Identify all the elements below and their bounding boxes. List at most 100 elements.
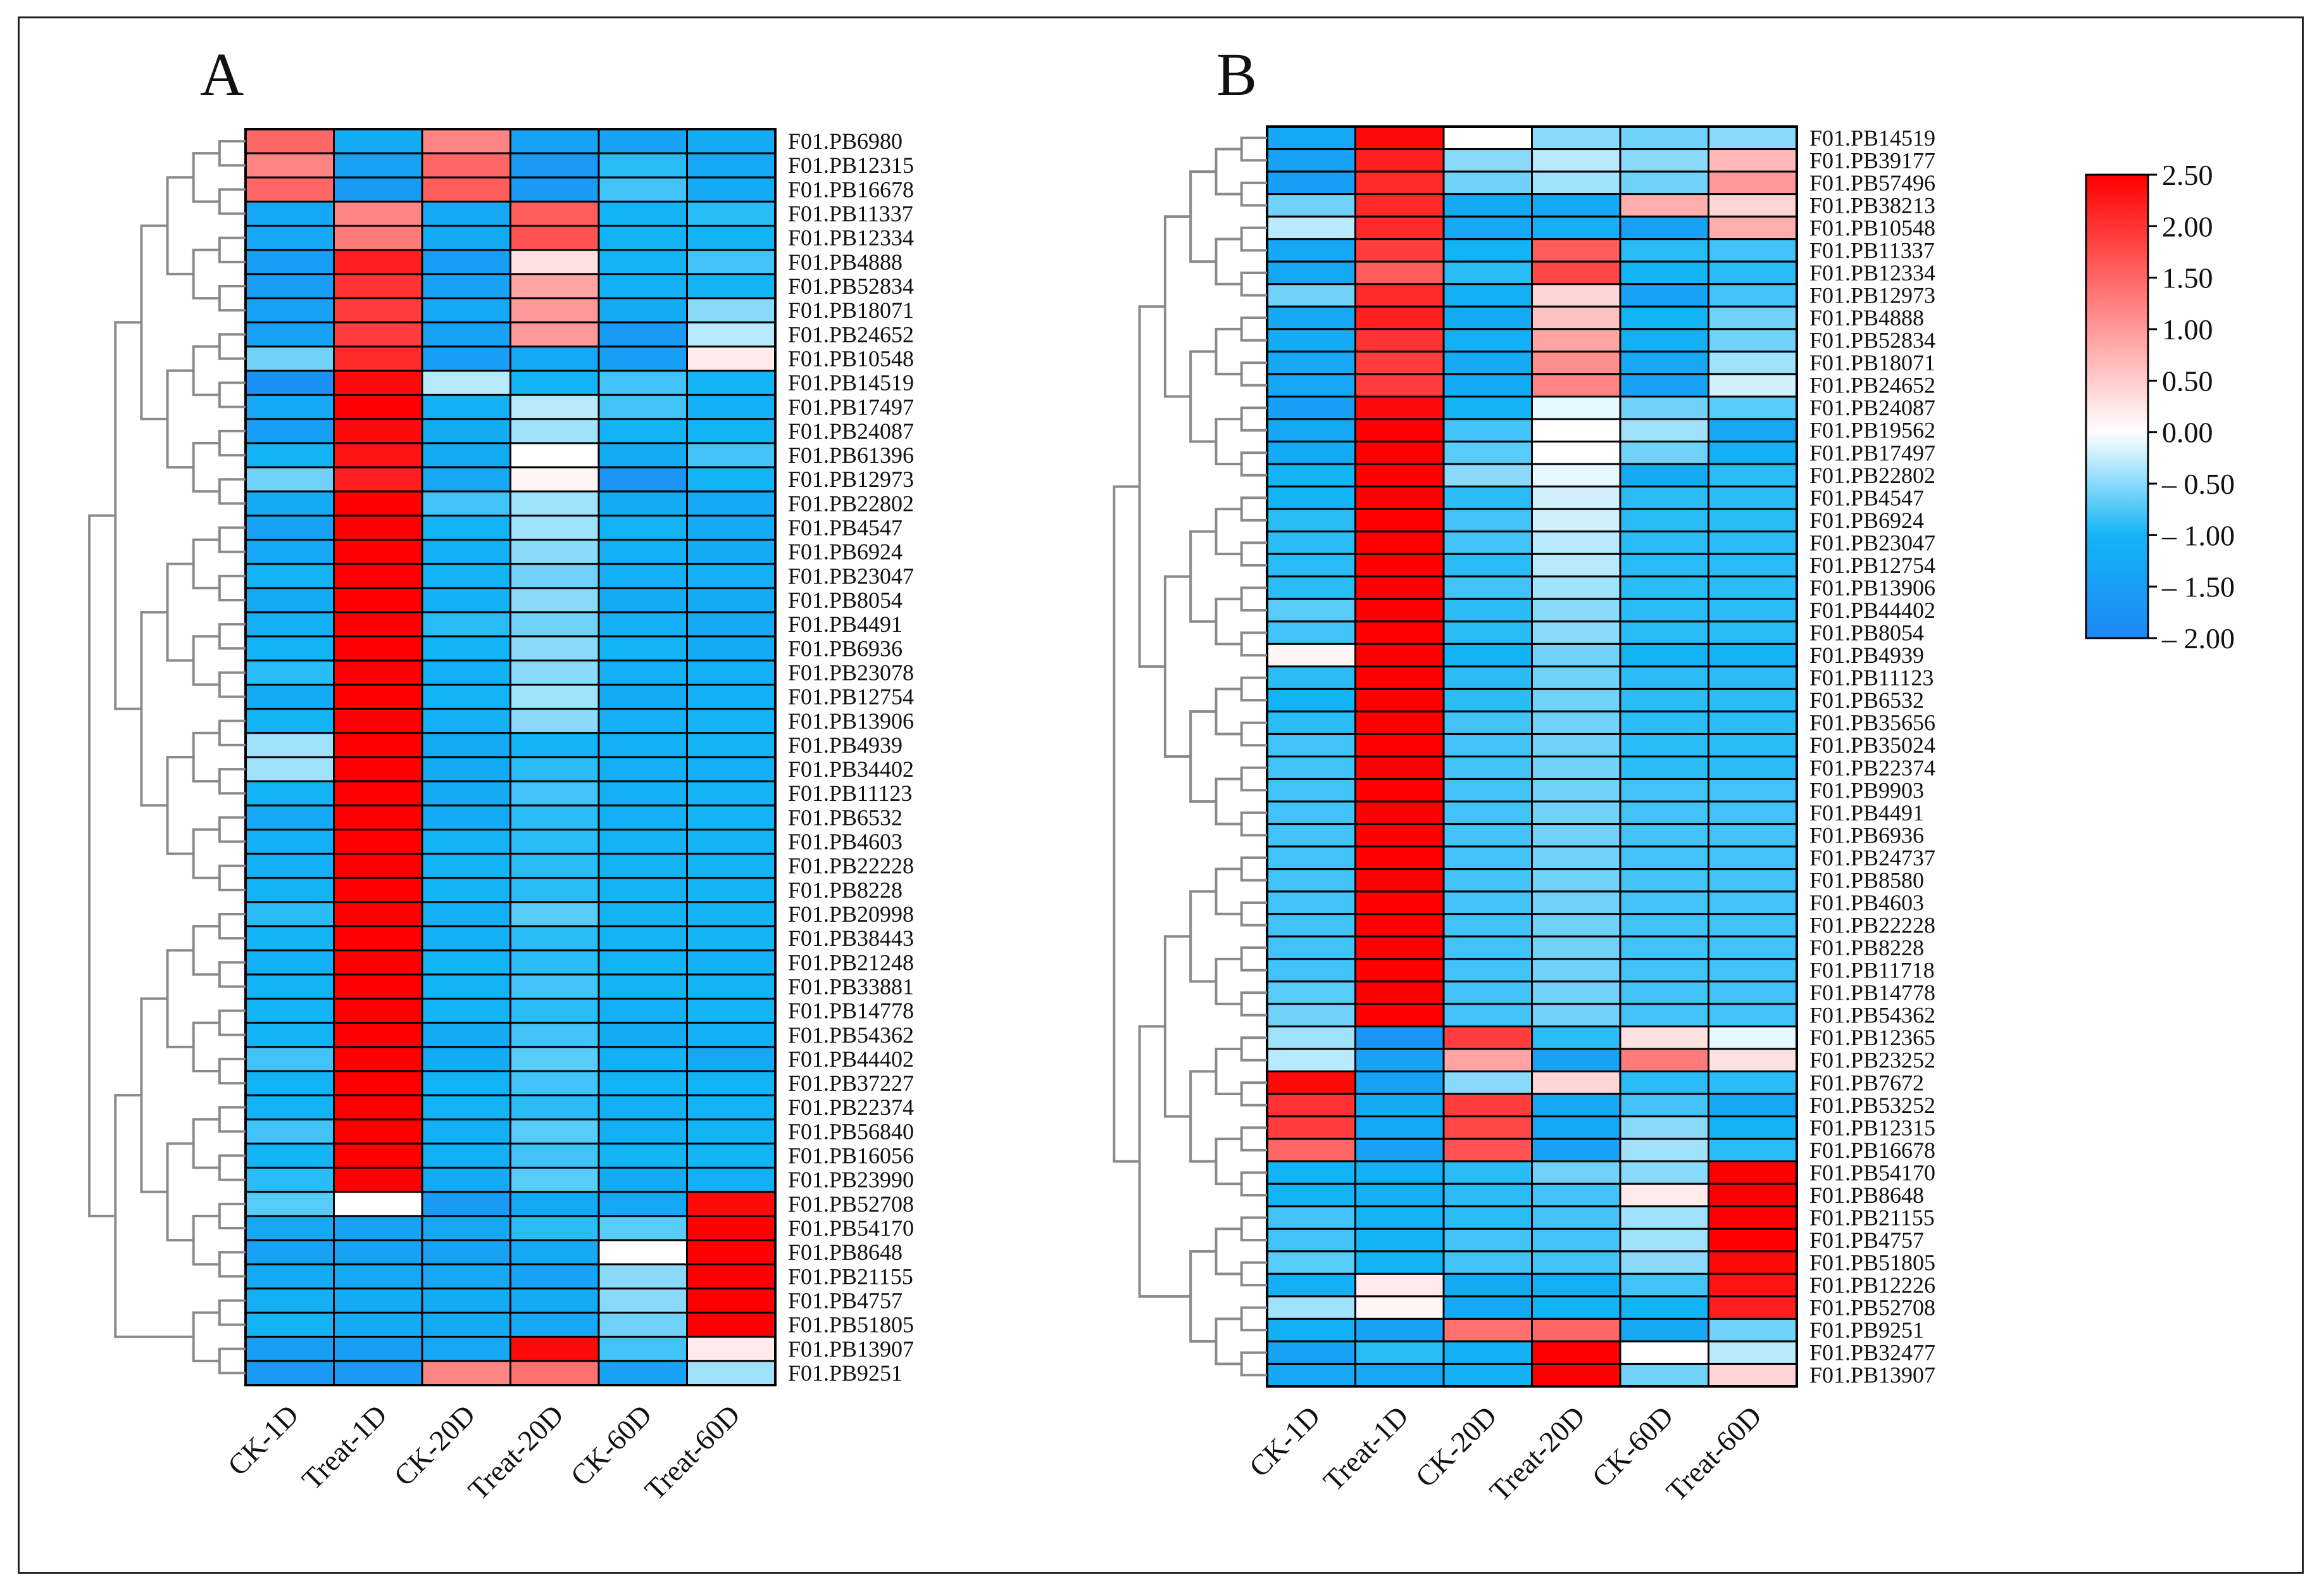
heatmap-cell	[333, 418, 423, 444]
heatmap-cell	[1354, 1070, 1445, 1095]
heatmap-cell	[597, 1070, 688, 1096]
heatmap-cell	[333, 877, 423, 903]
row-label: F01.PB32477	[1809, 1340, 1935, 1365]
dendrogram-branch	[192, 731, 220, 783]
heatmap-cell	[509, 297, 600, 323]
dendrogram-branch	[166, 1142, 194, 1242]
heatmap-cell	[333, 1263, 423, 1290]
heatmap-cell	[597, 1046, 688, 1072]
heatmap-cell	[509, 321, 600, 348]
heatmap-cell	[1708, 687, 1798, 713]
heatmap-cell	[1442, 620, 1533, 645]
heatmap-cell	[244, 756, 335, 782]
dendrogram-branch	[192, 1214, 220, 1266]
heatmap-cell	[509, 1239, 600, 1265]
colorbar-tick-label: – 2.00	[2161, 622, 2235, 655]
heatmap-cell	[1266, 823, 1356, 848]
heatmap-cell	[1619, 1362, 1709, 1388]
dendrogram-branch	[1240, 1261, 1267, 1287]
row-label: F01.PB37227	[788, 1070, 914, 1096]
heatmap-cell	[1354, 260, 1445, 286]
heatmap-cell	[1442, 913, 1533, 938]
heatmap-cell	[244, 152, 335, 179]
heatmap-cell	[1708, 553, 1798, 578]
heatmap-cell	[333, 684, 423, 710]
heatmap-cell	[1266, 530, 1356, 555]
heatmap-cell	[244, 539, 335, 565]
heatmap-cell	[421, 659, 511, 686]
heatmap-cell	[1354, 170, 1445, 196]
dendrogram-branch	[1189, 1250, 1216, 1343]
heatmap-cell	[244, 1142, 335, 1169]
heatmap-cell	[333, 732, 423, 758]
heatmap-cell	[1442, 1250, 1533, 1275]
heatmap-cell	[421, 1239, 511, 1265]
dendrogram-branch	[1215, 1227, 1242, 1276]
heatmap-cell	[1354, 1250, 1445, 1275]
heatmap-cell	[1531, 980, 1621, 1005]
row-label: F01.PB22802	[788, 491, 914, 516]
heatmap-cell	[244, 973, 335, 1000]
heatmap-panel-a: AF01.PB6980F01.PB12315F01.PB16678F01.PB1…	[88, 41, 914, 1506]
heatmap-cell	[244, 611, 335, 637]
heatmap-cell	[1266, 170, 1356, 196]
colorbar-tick-label: 2.50	[2162, 159, 2213, 191]
heatmap-cell	[1442, 1070, 1533, 1095]
row-label: F01.PB18071	[1809, 350, 1935, 375]
heatmap-cell	[244, 1360, 335, 1386]
row-label: F01.PB22228	[1809, 913, 1935, 938]
heatmap-cell	[1354, 553, 1445, 578]
heatmap-cell	[1531, 373, 1621, 398]
heatmap-cell	[1266, 373, 1356, 398]
heatmap-cell	[509, 780, 600, 806]
dendrogram-branch	[1240, 1126, 1267, 1152]
heatmap-cell	[421, 273, 511, 299]
heatmap-cell	[333, 176, 423, 203]
heatmap-cell	[421, 394, 511, 420]
heatmap-cell	[1708, 193, 1798, 218]
heatmap-cell	[333, 780, 423, 806]
row-label: F01.PB24652	[1809, 373, 1935, 398]
heatmap-cell	[597, 732, 688, 758]
heatmap-cell	[1442, 778, 1533, 803]
heatmap-cell	[597, 1118, 688, 1145]
heatmap-cell	[1619, 598, 1709, 623]
colorbar-tick-label: 0.50	[2162, 365, 2213, 397]
heatmap-cell	[509, 1094, 600, 1120]
dendrogram-branch	[218, 333, 246, 360]
heatmap-cell	[1531, 1183, 1621, 1208]
heatmap-cell	[1354, 1048, 1445, 1072]
heatmap-cell	[333, 394, 423, 420]
dendrogram-branch	[192, 1021, 220, 1072]
heatmap-cell	[509, 1360, 600, 1386]
heatmap-cell	[1354, 935, 1445, 960]
dendrogram-branch	[218, 574, 246, 601]
heatmap-cell	[1708, 1183, 1798, 1208]
heatmap-cell	[1442, 1227, 1533, 1253]
heatmap-cell	[1619, 125, 1709, 151]
dendrogram-branch	[166, 562, 194, 662]
heatmap-cell	[686, 539, 777, 565]
heatmap-cell	[686, 611, 777, 637]
heatmap-cell	[1442, 1115, 1533, 1140]
heatmap-cell	[597, 1191, 688, 1217]
heatmap-cell	[1442, 1317, 1533, 1343]
heatmap-cell	[1531, 1070, 1621, 1095]
row-label: F01.PB23047	[788, 563, 914, 589]
heatmap-cell	[421, 225, 511, 251]
heatmap-cell	[421, 466, 511, 493]
row-label: F01.PB10548	[1809, 215, 1935, 241]
heatmap-cell	[1354, 1340, 1445, 1365]
heatmap-cell	[1266, 1115, 1356, 1140]
heatmap-cell	[1619, 260, 1709, 286]
row-label: F01.PB44402	[1809, 598, 1935, 623]
row-label: F01.PB13906	[788, 708, 914, 734]
heatmap-cell	[421, 804, 511, 831]
heatmap-cell	[597, 1022, 688, 1048]
heatmap-cell	[1442, 845, 1533, 870]
dendrogram-branch	[1240, 1036, 1267, 1062]
heatmap-cell	[244, 1167, 335, 1193]
heatmap-cell	[333, 925, 423, 951]
heatmap-cell	[1354, 418, 1445, 443]
heatmap-cell	[1354, 1362, 1445, 1388]
